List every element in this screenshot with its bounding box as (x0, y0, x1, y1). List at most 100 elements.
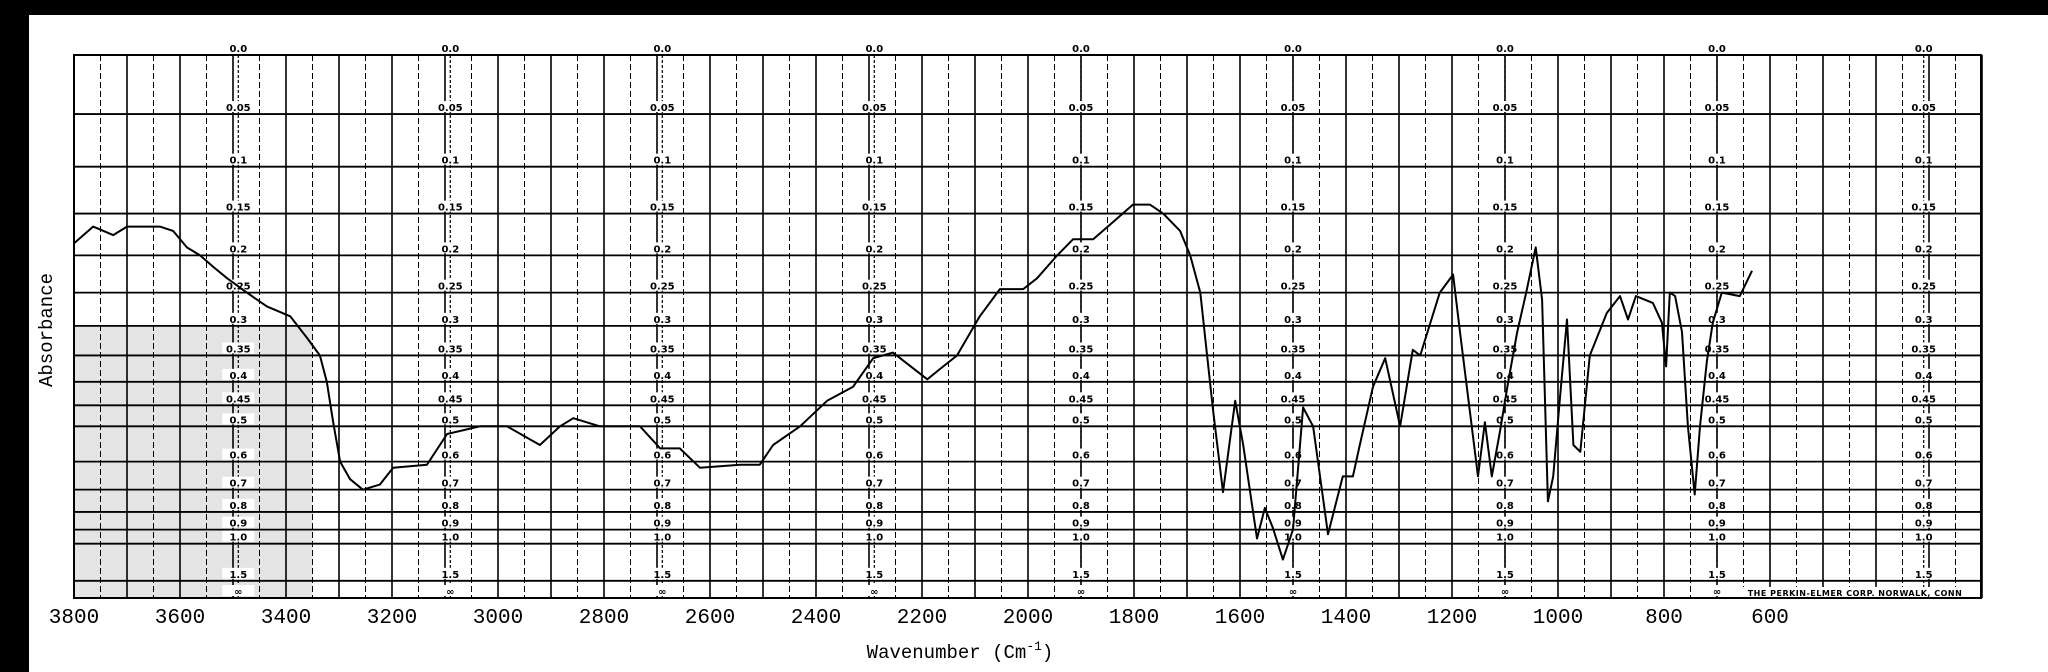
absorbance-label-bg (858, 153, 891, 165)
absorbance-label-bg (858, 368, 891, 380)
absorbance-label-bg (858, 567, 891, 579)
absorbance-label: 0.7 (1915, 479, 1933, 490)
absorbance-label: 0.3 (653, 315, 671, 326)
absorbance-label: 1.0 (653, 533, 671, 544)
absorbance-label-bg (1907, 448, 1940, 460)
absorbance-label: 0.6 (441, 451, 459, 462)
x-tick-label: 2200 (897, 607, 947, 630)
absorbance-label-bg (1065, 368, 1097, 380)
scan-border-top (0, 0, 2048, 15)
absorbance-label: 0.35 (438, 344, 463, 355)
absorbance-label-bg (1277, 312, 1309, 324)
absorbance-label-bg (1701, 392, 1733, 404)
absorbance-label-bg (646, 516, 679, 528)
absorbance-label: 0.3 (1496, 315, 1514, 326)
absorbance-label: 1.0 (441, 533, 459, 544)
absorbance-label: 1.5 (653, 570, 671, 581)
absorbance-label: 0.7 (441, 479, 459, 490)
absorbance-label: 0.5 (1496, 415, 1514, 426)
absorbance-label: 0.3 (229, 315, 247, 326)
absorbance-label-bg (858, 279, 891, 291)
absorbance-label-bg (1065, 530, 1097, 542)
absorbance-label-bg (1489, 413, 1521, 425)
absorbance-label-bg (434, 516, 467, 528)
absorbance-label: 0.0 (1708, 44, 1726, 55)
absorbance-label-bg (646, 312, 679, 324)
absorbance-label: 0.05 (1281, 103, 1306, 114)
absorbance-label-bg (222, 153, 255, 165)
absorbance-label: 0.2 (1496, 244, 1514, 255)
absorbance-label-bg (222, 498, 255, 510)
absorbance-label: 0.5 (1708, 415, 1726, 426)
absorbance-label-bg (1065, 392, 1097, 404)
absorbance-label-bg (1907, 567, 1940, 579)
absorbance-label: 0.15 (1705, 203, 1730, 214)
absorbance-label: 1.0 (865, 533, 883, 544)
absorbance-label: 0.05 (1705, 103, 1730, 114)
absorbance-label: 0.35 (1911, 344, 1936, 355)
absorbance-label-bg (434, 567, 467, 579)
absorbance-label: 0.0 (1496, 44, 1514, 55)
x-tick-label: 1800 (1109, 607, 1159, 630)
absorbance-label-bg (1701, 200, 1733, 212)
absorbance-label: 0.0 (1284, 44, 1302, 55)
absorbance-label: 0.05 (1069, 103, 1094, 114)
absorbance-label-bg (646, 392, 679, 404)
absorbance-label: 1.5 (441, 570, 459, 581)
absorbance-label-bg (1277, 279, 1309, 291)
absorbance-label: 0.2 (653, 244, 671, 255)
absorbance-label: 0.4 (229, 371, 247, 382)
absorbance-label-bg (1907, 368, 1940, 380)
absorbance-label-bg (1277, 530, 1309, 542)
absorbance-label: 0.45 (650, 394, 675, 405)
absorbance-label: 0.25 (1705, 282, 1730, 293)
absorbance-label-bg (434, 498, 467, 510)
x-axis-label-sup: -1 (1026, 639, 1042, 654)
absorbance-label-bg (1277, 342, 1309, 354)
absorbance-label: ∞ (870, 587, 878, 598)
absorbance-label: 0.9 (1915, 519, 1933, 530)
absorbance-label: 0.6 (865, 451, 883, 462)
absorbance-label: 0.45 (1069, 394, 1094, 405)
absorbance-label-bg (858, 585, 891, 596)
absorbance-label-bg (434, 585, 467, 596)
absorbance-label: 0.7 (1708, 479, 1726, 490)
absorbance-label: 0.4 (1284, 371, 1302, 382)
absorbance-label: 0.15 (1911, 203, 1936, 214)
absorbance-label-bg (434, 448, 467, 460)
absorbance-label-bg (1489, 368, 1521, 380)
absorbance-label-bg (1907, 279, 1940, 291)
footnote-bg (1735, 587, 1975, 597)
absorbance-label: 0.2 (229, 244, 247, 255)
absorbance-label-bg (1065, 42, 1097, 53)
absorbance-label: 0.1 (1708, 156, 1726, 167)
absorbance-label-bg (858, 392, 891, 404)
absorbance-label-bg (646, 42, 679, 53)
absorbance-label: 0.45 (1705, 394, 1730, 405)
spectrum-line (73, 203, 1753, 561)
absorbance-label: 0.15 (1281, 203, 1306, 214)
x-tick-label: 3800 (49, 607, 99, 630)
absorbance-label: 0.25 (438, 282, 463, 293)
absorbance-label-bg (1277, 413, 1309, 425)
absorbance-label: 0.9 (1072, 519, 1090, 530)
absorbance-label: 0.1 (1915, 156, 1933, 167)
absorbance-label: 1.0 (1284, 533, 1302, 544)
absorbance-label-bg (1489, 200, 1521, 212)
absorbance-label-bg (1701, 42, 1733, 53)
absorbance-label-bg (222, 516, 255, 528)
absorbance-label-bg (646, 585, 679, 596)
absorbance-label: 0.25 (1911, 282, 1936, 293)
absorbance-label: 0.8 (1496, 501, 1514, 512)
absorbance-label: 0.1 (653, 156, 671, 167)
absorbance-label: 0.8 (229, 501, 247, 512)
absorbance-label: 0.4 (865, 371, 883, 382)
absorbance-label: 0.3 (1072, 315, 1090, 326)
x-axis-ticks: 3800 3600 3400 3200 3000 2800 2600 2400 2200 2000… (49, 607, 1789, 630)
absorbance-label-bg (1701, 567, 1733, 579)
absorbance-label: 0.35 (1493, 344, 1518, 355)
absorbance-label-bg (434, 200, 467, 212)
absorbance-label-bg (1489, 476, 1521, 488)
absorbance-label: 0.8 (653, 501, 671, 512)
